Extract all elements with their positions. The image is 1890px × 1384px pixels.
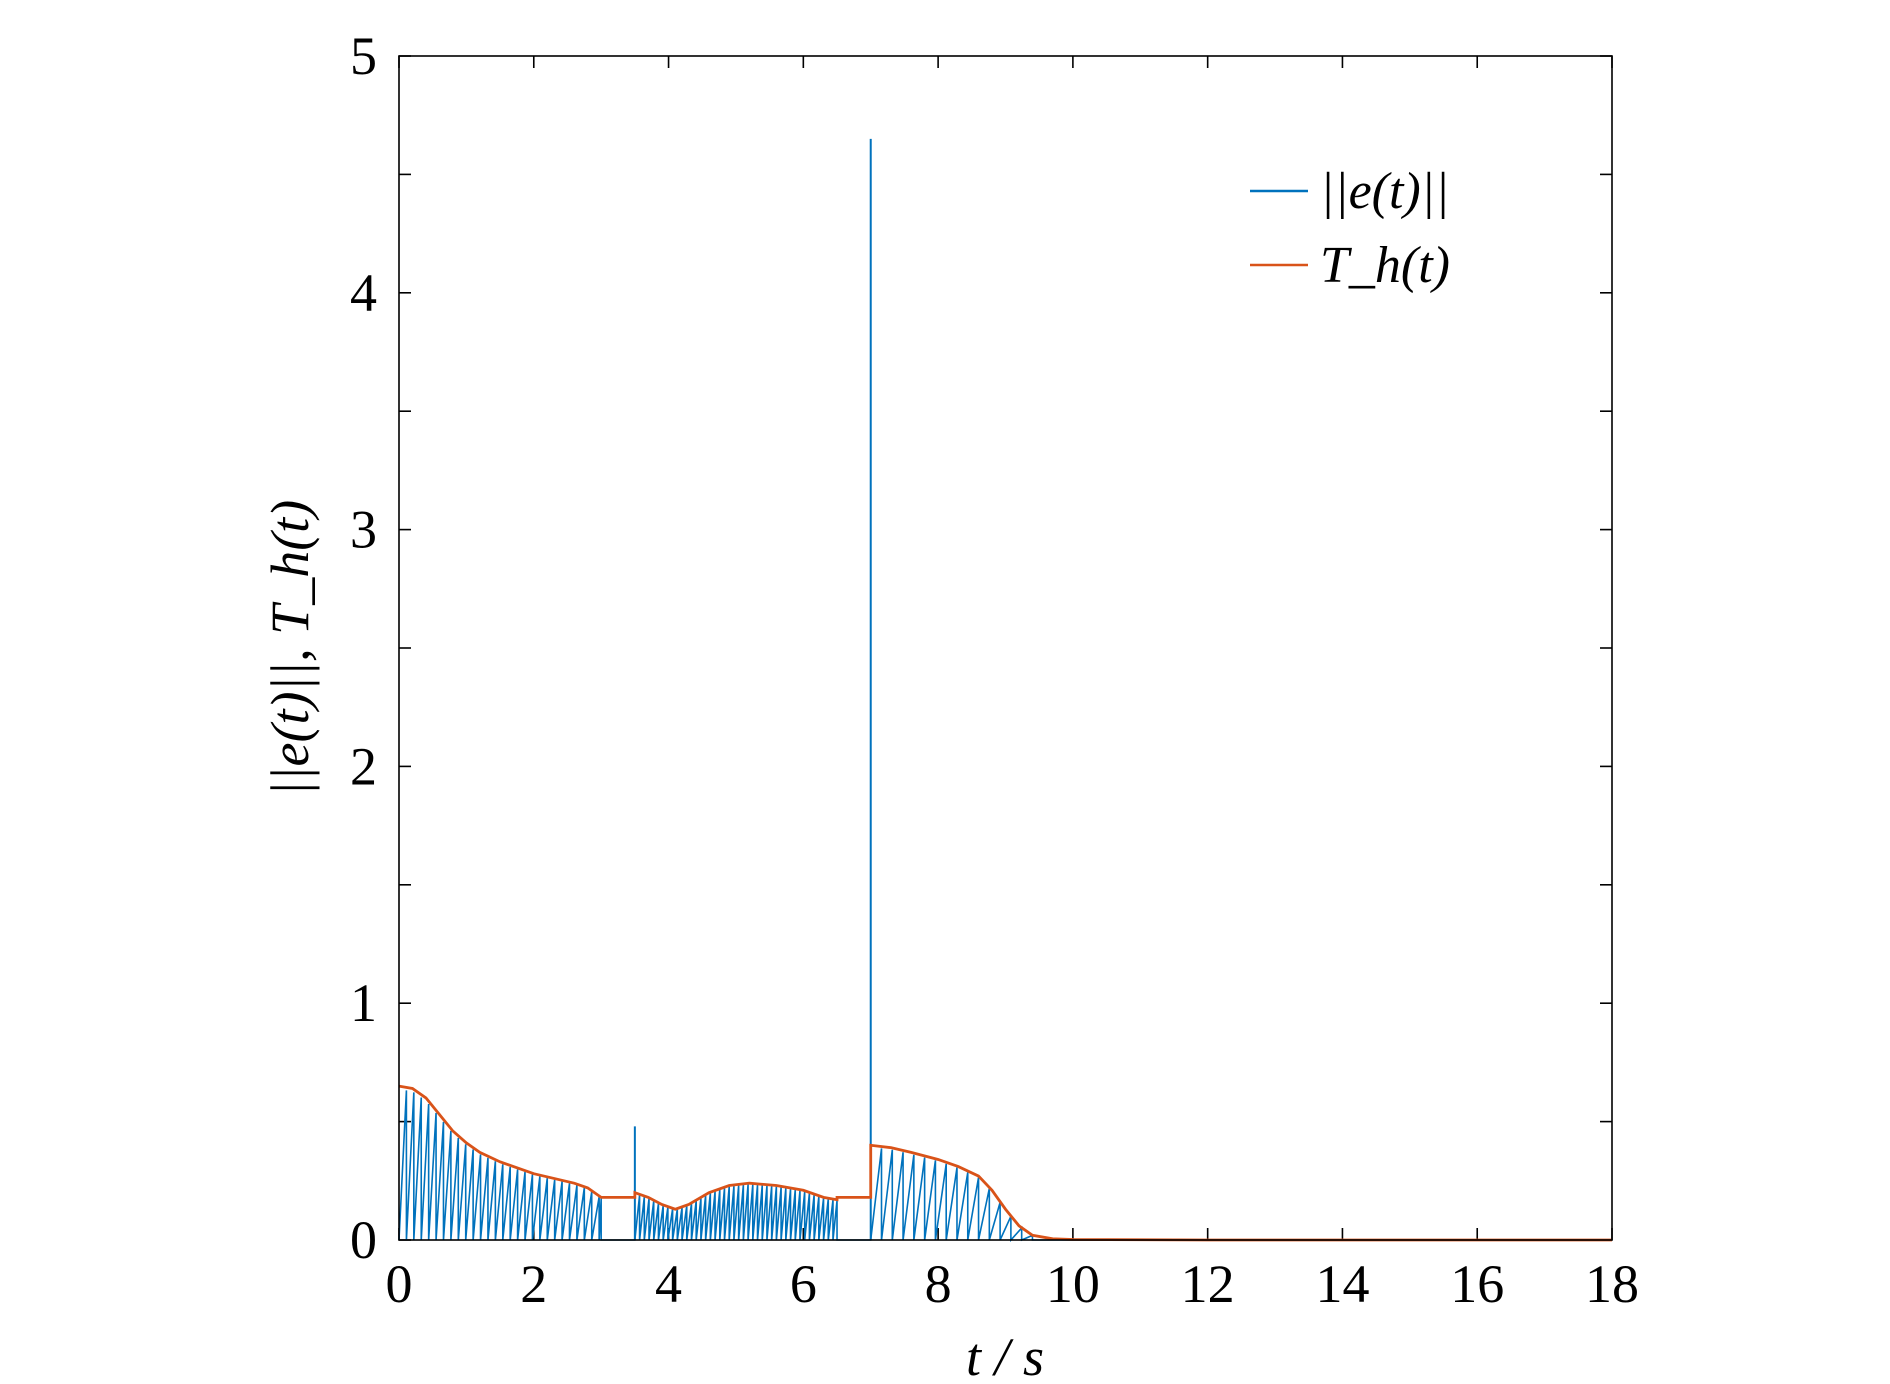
x-tick-label: 8 — [925, 1254, 952, 1314]
legend-label-error-norm: ||e(t)|| — [1320, 163, 1449, 220]
x-axis-label: t / s — [966, 1327, 1044, 1384]
x-tick-label: 6 — [790, 1254, 817, 1314]
x-tick-label: 12 — [1181, 1254, 1235, 1314]
x-tick-label: 16 — [1450, 1254, 1504, 1314]
x-tick-label: 10 — [1046, 1254, 1100, 1314]
y-tick-label: 3 — [350, 500, 377, 560]
series-error-norm — [398, 1090, 1612, 1243]
series-layer — [398, 138, 1612, 1243]
x-tick-label: 14 — [1315, 1254, 1369, 1314]
y-tick-label: 4 — [350, 263, 377, 323]
x-tick-label: 18 — [1585, 1254, 1639, 1314]
series-threshold — [398, 1084, 1612, 1242]
plot-frame — [398, 55, 1613, 1241]
y-tick-label: 2 — [350, 736, 377, 796]
y-tick-label: 5 — [350, 26, 377, 86]
x-tick-label: 2 — [520, 1254, 547, 1314]
y-tick-label: 0 — [350, 1210, 377, 1270]
legend-label-threshold: T_h(t) — [1320, 237, 1450, 294]
y-tick-label: 1 — [350, 973, 377, 1033]
y-axis-label: ||e(t)||, T_h(t) — [260, 500, 320, 796]
x-tick-label: 4 — [655, 1254, 682, 1314]
legend: ||e(t)|| T_h(t) — [1250, 163, 1450, 294]
x-tick-label: 0 — [386, 1254, 413, 1314]
